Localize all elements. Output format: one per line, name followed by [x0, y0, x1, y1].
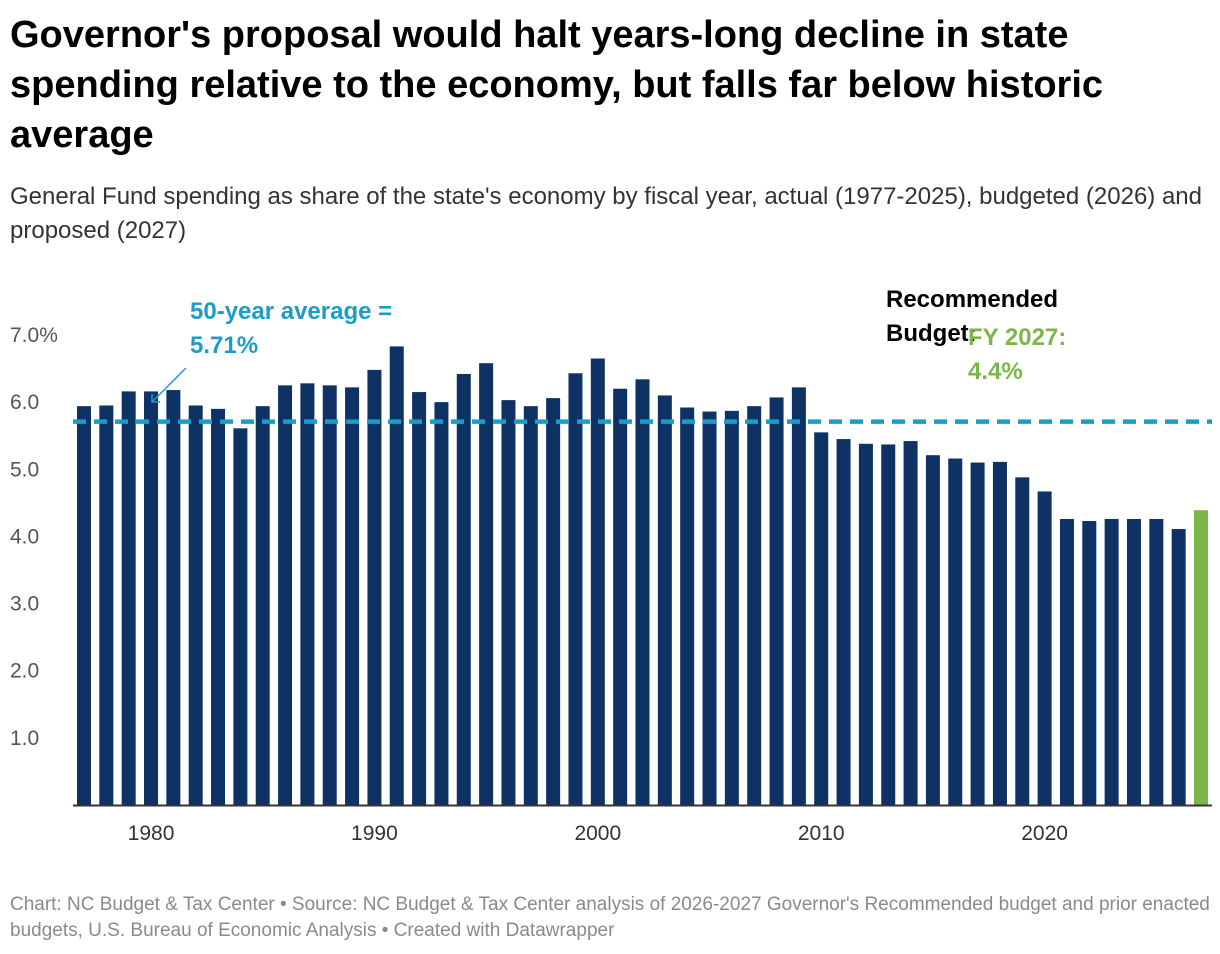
- chart-title: Governor's proposal would halt years-lon…: [10, 14, 1104, 156]
- recommended-label-line1: Recommended: [886, 286, 1058, 313]
- y-tick-label: 2.0: [10, 660, 39, 683]
- bar: [814, 432, 829, 805]
- bar: [322, 385, 337, 805]
- average-label-line1: 50-year average =: [190, 298, 392, 325]
- y-tick-label: 1.0: [10, 727, 39, 750]
- bar: [255, 406, 270, 805]
- fy-2027-label-line1: FY 2027:: [968, 324, 1066, 351]
- bar: [1059, 518, 1074, 805]
- bar: [345, 387, 360, 805]
- bar: [77, 406, 91, 805]
- y-tick-label: 6.0: [10, 391, 39, 414]
- bar: [1037, 491, 1052, 805]
- recommended-label-line2: Budget:: [886, 320, 977, 347]
- bar: [434, 402, 449, 805]
- bar: [278, 385, 293, 805]
- bar: [881, 444, 896, 805]
- bar: [99, 405, 114, 805]
- average-label-arrow: [151, 367, 187, 403]
- bar: [680, 407, 695, 805]
- bar: [948, 458, 963, 805]
- bar: [747, 406, 762, 805]
- y-tick-label: 3.0: [10, 593, 39, 616]
- bar: [590, 358, 605, 805]
- bar: [456, 373, 471, 805]
- bar: [836, 439, 851, 805]
- bar: [1171, 529, 1186, 805]
- x-axis-ticks: 1980 1990 2000 2010 2020: [128, 822, 1068, 845]
- bar: [1149, 518, 1164, 805]
- bar: [925, 455, 940, 805]
- y-tick-label: 4.0: [10, 525, 39, 548]
- bar: [1126, 518, 1141, 805]
- bar: [412, 392, 427, 805]
- bar: [657, 395, 672, 805]
- bar: [300, 383, 315, 805]
- bar: [166, 390, 181, 805]
- bar: [613, 388, 628, 805]
- bar-proposed: [1194, 510, 1208, 805]
- bar: [970, 462, 985, 805]
- x-tick-label: 1990: [351, 822, 398, 845]
- bar: [211, 408, 226, 805]
- bar: [769, 397, 784, 805]
- bar: [992, 461, 1007, 805]
- bar: [1082, 520, 1097, 805]
- x-tick-label: 2010: [798, 822, 845, 845]
- bar: [188, 405, 203, 805]
- bar: [233, 428, 248, 805]
- x-tick-label: 2020: [1021, 822, 1068, 845]
- x-tick-label: 2000: [574, 822, 621, 845]
- y-axis-ticks: 1.0 2.0 3.0 4.0 5.0 6.0 7.0%: [10, 324, 58, 750]
- bars: [77, 346, 1208, 805]
- bar: [144, 391, 159, 805]
- bar: [389, 346, 404, 805]
- fy-2027-label-line2: 4.4%: [968, 358, 1023, 385]
- bar: [1015, 477, 1030, 805]
- bar: [523, 406, 538, 805]
- bar: [1104, 518, 1119, 805]
- bar: [121, 391, 136, 805]
- average-label-line2: 5.71%: [190, 332, 258, 359]
- y-tick-label: 5.0: [10, 458, 39, 481]
- bar: [858, 443, 873, 805]
- bar: [501, 400, 516, 805]
- bar: [367, 369, 382, 805]
- bar: [479, 363, 494, 805]
- bar: [702, 411, 717, 805]
- source-credit: Chart: NC Budget & Tax Center • Source: …: [10, 894, 1210, 941]
- bar: [546, 398, 561, 805]
- bar: [635, 379, 650, 805]
- annotations: 50-year average = 5.71% Recommended Budg…: [151, 286, 1066, 403]
- x-tick-label: 1980: [128, 822, 175, 845]
- y-tick-label: 7.0%: [10, 324, 58, 347]
- bar: [724, 410, 739, 805]
- bar-chart: 1.0 2.0 3.0 4.0 5.0 6.0 7.0% 1980 1990 2000 2010 2…: [10, 286, 1212, 845]
- chart-subtitle: General Fund spending as share of the st…: [10, 183, 1202, 244]
- bar: [791, 387, 806, 805]
- bar: [903, 441, 918, 805]
- bar: [568, 373, 583, 805]
- average-label-arrowhead: [151, 394, 160, 403]
